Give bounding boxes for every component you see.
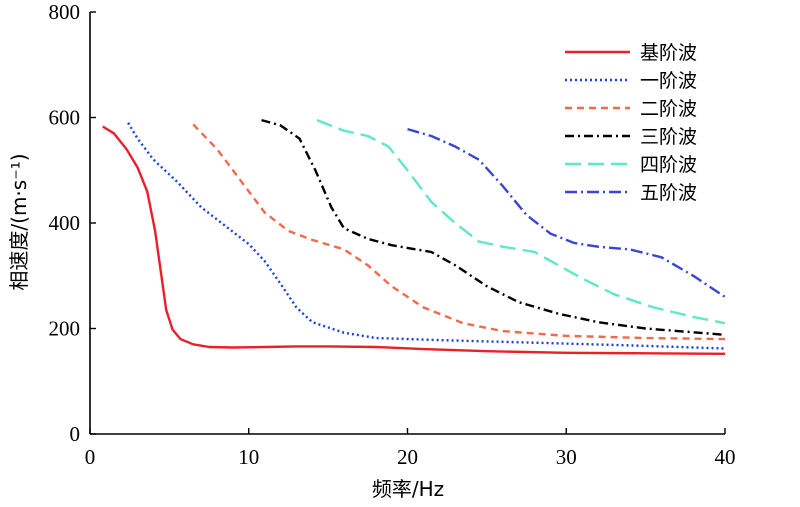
- y-axis-title: 相速度/(m·s⁻¹): [7, 153, 31, 290]
- legend-label: 一阶波: [640, 70, 697, 92]
- y-tick-label: 0: [70, 422, 81, 446]
- series-layer: [102, 118, 726, 355]
- x-tick-label: 10: [238, 445, 259, 469]
- x-tick-label: 30: [556, 445, 577, 469]
- legend-label: 三阶波: [640, 126, 697, 148]
- legend-label: 二阶波: [640, 98, 697, 120]
- series-line-三阶波: [261, 118, 726, 336]
- series-line-基阶波: [102, 125, 726, 355]
- y-tick-label: 400: [49, 211, 81, 235]
- y-tick-label: 800: [49, 0, 81, 24]
- x-axis-title: 频率/Hz: [372, 477, 444, 501]
- x-tick-label: 20: [397, 445, 418, 469]
- y-tick-label: 200: [49, 317, 81, 341]
- x-tick-label: 0: [85, 445, 96, 469]
- legend-label: 基阶波: [640, 42, 697, 64]
- legend-label: 五阶波: [640, 182, 697, 204]
- series-line-二阶波: [192, 123, 726, 341]
- series-line-一阶波: [127, 122, 726, 350]
- series-line-五阶波: [407, 127, 726, 298]
- x-tick-label: 40: [715, 445, 736, 469]
- series-line-四阶波: [316, 118, 726, 325]
- y-tick-label: 600: [49, 106, 81, 130]
- axes-layer: [89, 12, 725, 435]
- legend-label: 四阶波: [640, 154, 697, 176]
